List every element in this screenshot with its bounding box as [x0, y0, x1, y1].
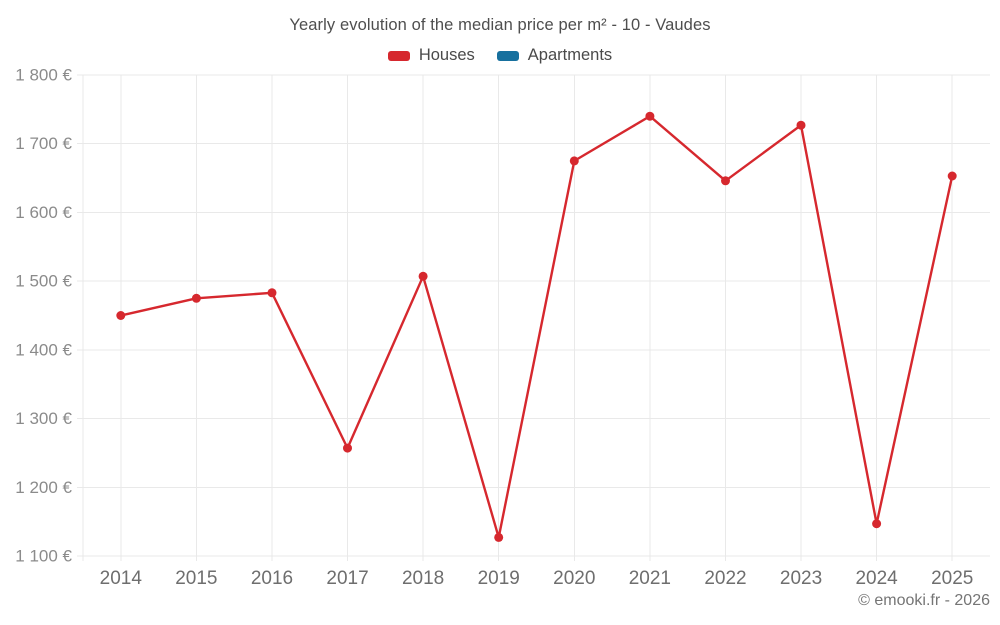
- legend-item-apartments[interactable]: Apartments: [496, 46, 613, 65]
- legend-label-houses: Houses: [418, 46, 475, 64]
- x-axis-label: 2018: [402, 568, 444, 589]
- x-axis-label: 2016: [251, 568, 293, 589]
- chart-title: Yearly evolution of the median price per…: [289, 16, 711, 34]
- x-axis-label: 2022: [704, 568, 746, 589]
- y-axis-label: 1 600 €: [15, 203, 72, 222]
- legend-label-apartments: Apartments: [527, 46, 613, 64]
- x-axis-label: 2024: [855, 568, 898, 589]
- legend-swatch-houses: [387, 50, 410, 61]
- x-axis-label: 2025: [931, 568, 973, 589]
- y-axis-label: 1 100 €: [15, 547, 72, 566]
- data-point-houses-2023[interactable]: [796, 120, 806, 130]
- data-point-houses-2017[interactable]: [343, 443, 352, 453]
- data-point-houses-2018[interactable]: [418, 271, 428, 281]
- x-axis-label: 2020: [553, 568, 595, 589]
- x-axis-label: 2014: [100, 568, 143, 589]
- data-point-houses-2020[interactable]: [569, 156, 579, 166]
- legend-swatch-apartments: [496, 50, 519, 61]
- data-point-houses-2025[interactable]: [947, 171, 957, 181]
- legend-item-houses[interactable]: Houses: [387, 46, 475, 65]
- x-axis-label: 2019: [478, 568, 520, 589]
- y-axis-label: 1 300 €: [15, 409, 72, 428]
- copyright: © emooki.fr - 2026: [858, 592, 990, 609]
- y-axis-label: 1 400 €: [15, 340, 72, 359]
- data-point-houses-2015[interactable]: [191, 293, 201, 303]
- data-point-houses-2016[interactable]: [267, 288, 277, 298]
- x-axis-label: 2021: [629, 568, 671, 589]
- x-axis-label: 2023: [780, 568, 822, 589]
- data-point-houses-2014[interactable]: [116, 311, 126, 320]
- data-point-houses-2021[interactable]: [645, 111, 655, 121]
- y-axis-label: 1 800 €: [15, 66, 72, 85]
- y-axis-label: 1 200 €: [15, 478, 72, 497]
- y-axis-label: 1 500 €: [15, 272, 72, 291]
- data-point-houses-2019[interactable]: [494, 532, 504, 542]
- data-point-houses-2024[interactable]: [872, 519, 882, 529]
- chart-legend: Houses Apartments: [0, 46, 1000, 65]
- data-point-houses-2022[interactable]: [721, 176, 730, 186]
- houses-series-line: [120, 114, 954, 539]
- x-axis-label: 2017: [326, 568, 368, 589]
- x-axis-label: 2015: [175, 568, 217, 589]
- y-axis-label: 1 700 €: [15, 134, 72, 153]
